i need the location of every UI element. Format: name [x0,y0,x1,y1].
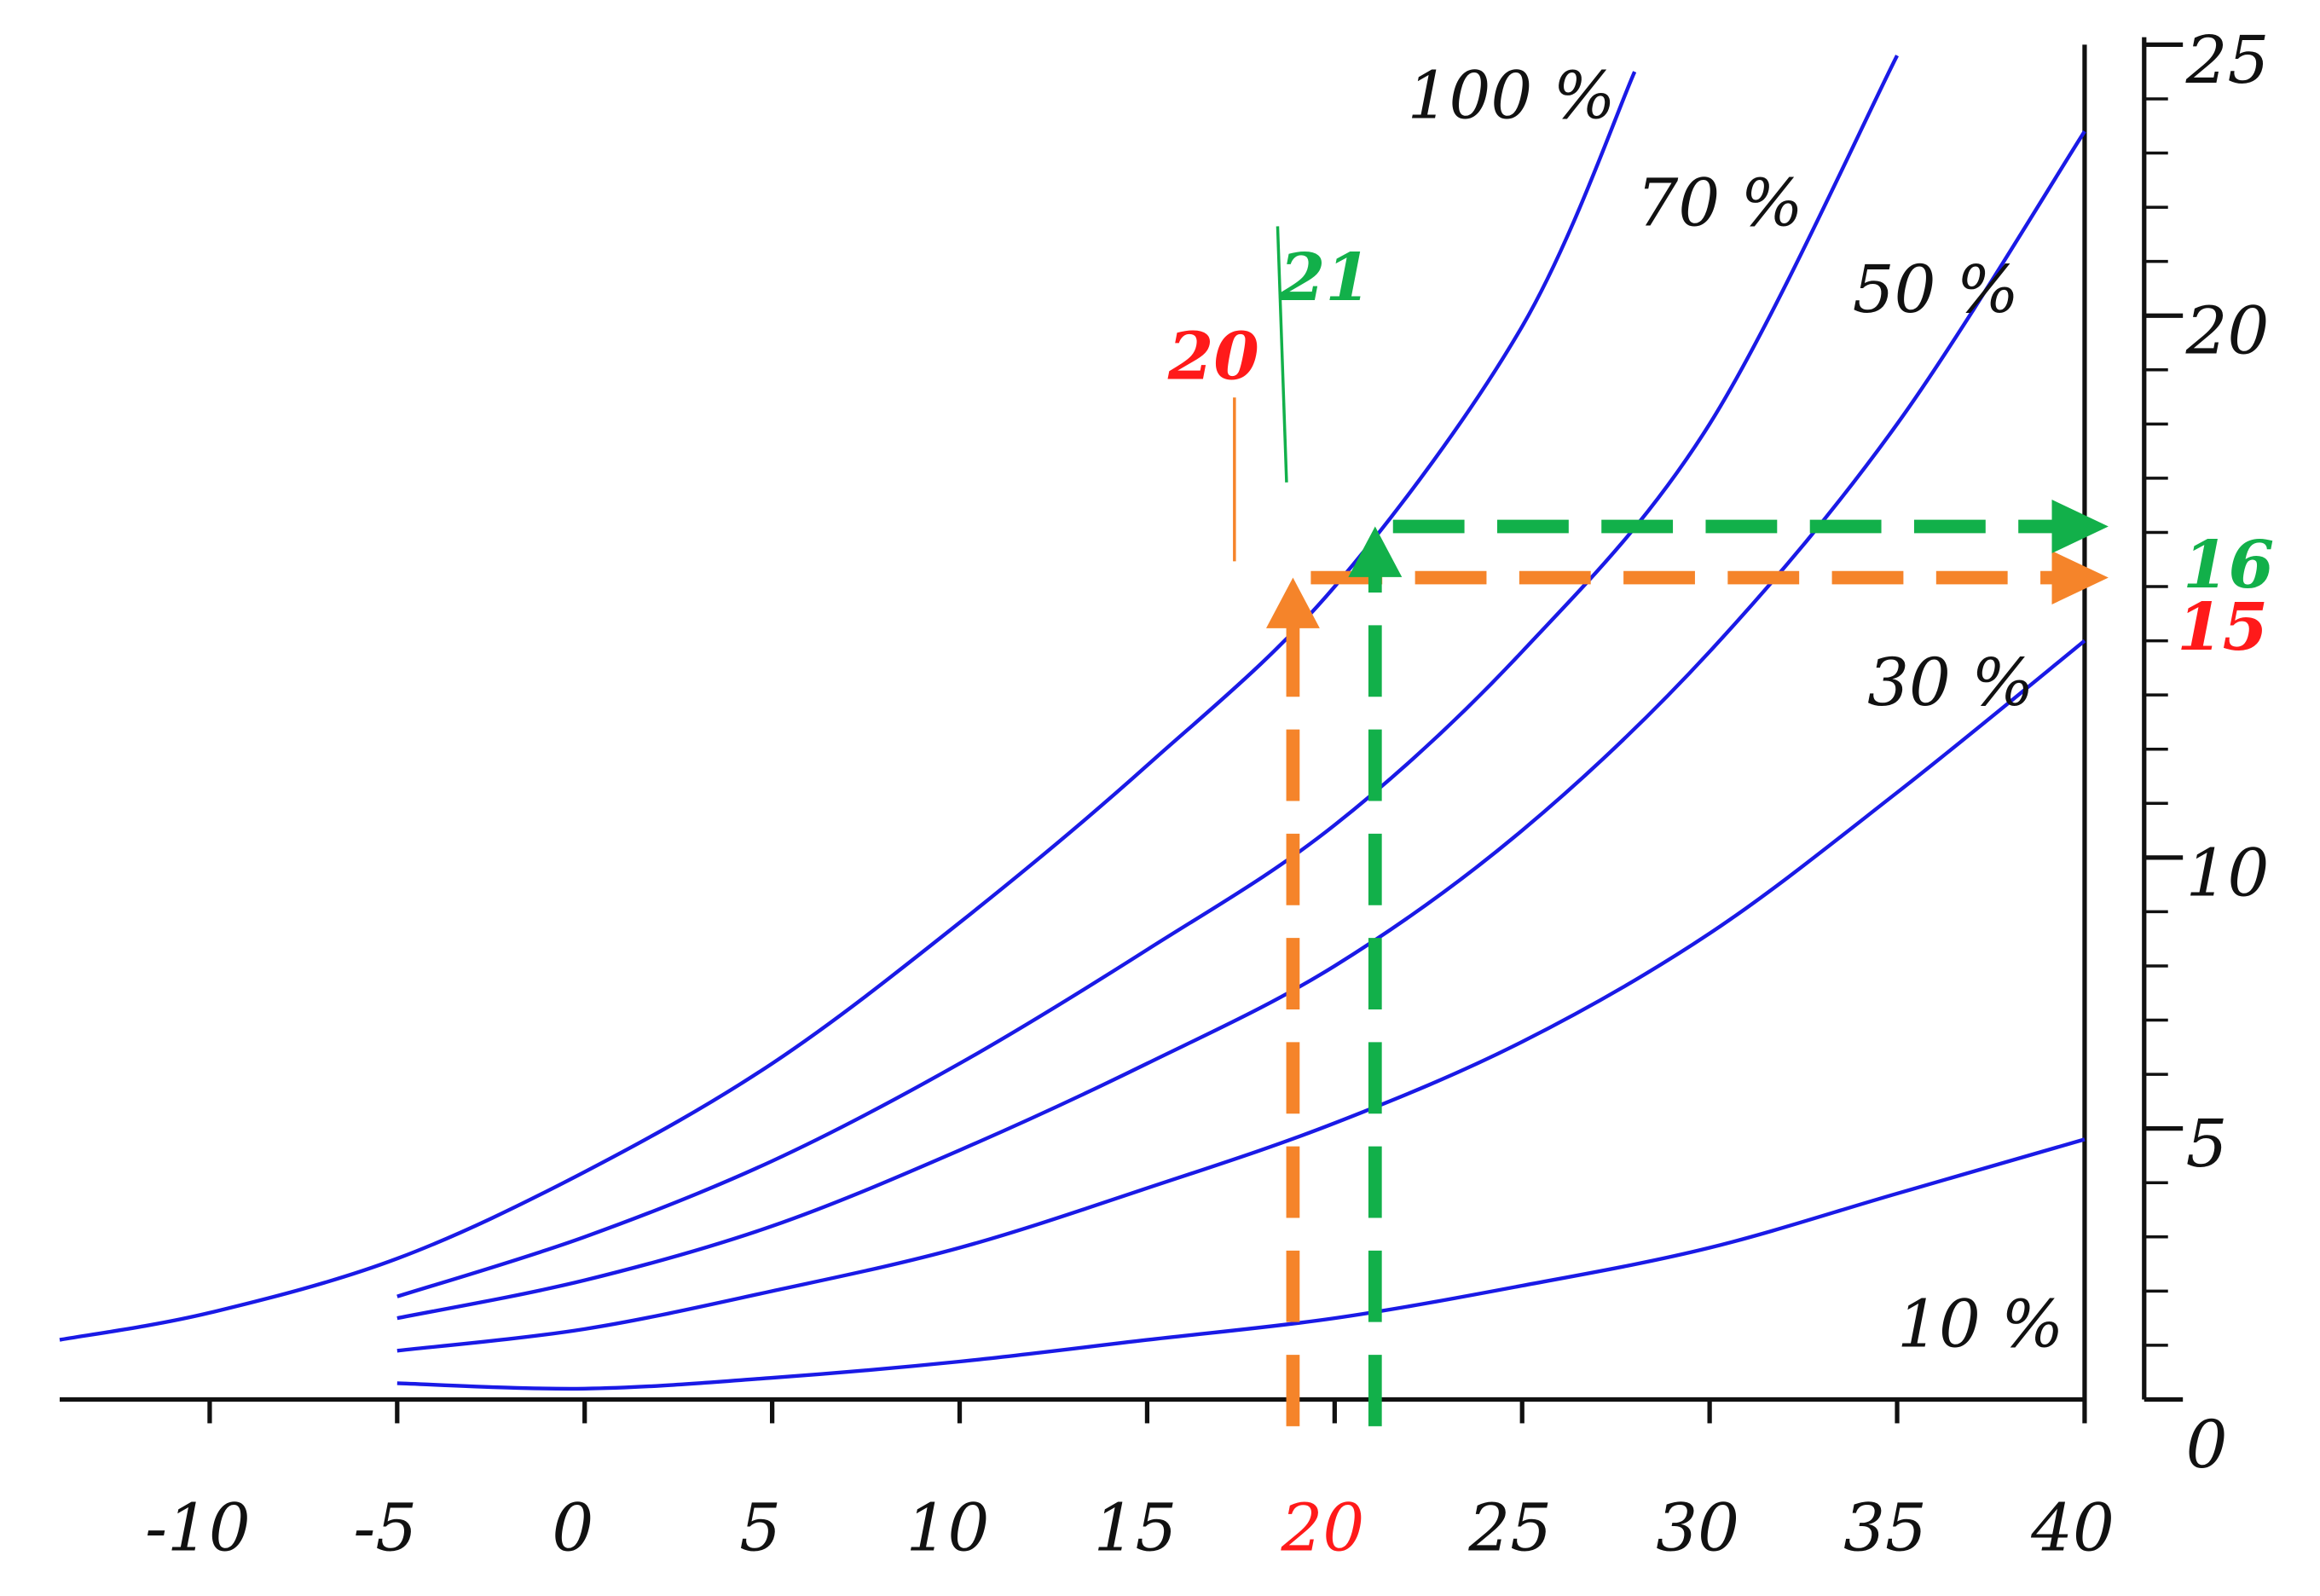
x-tick-label: 35 [1843,1491,1927,1567]
curve [396,639,2086,1353]
x-tick-label: 0 [552,1491,593,1567]
arrowhead-right [2051,551,2109,604]
curve-label: 10 % [1897,1287,2063,1362]
arrowhead-up [1266,577,1320,628]
arrowhead-up [1348,526,1403,577]
y-tick-label: 10 [2186,836,2270,911]
x-tick-label: 30 [1656,1491,1739,1567]
curve [396,130,2086,1321]
curve-label: 30 % [1867,645,2034,721]
annotation-x-label: 21 [1279,240,1371,316]
curve-label: 100 % [1408,59,1616,135]
x-tick-label: 25 [1467,1491,1552,1567]
annotation-y-label: 15 [2177,589,2268,666]
annotation-pointer [1276,226,1288,483]
x-tick-label: 20 [1280,1491,1364,1567]
annotation-y-label: 16 [2183,527,2274,604]
y-tick-label: 0 [2186,1408,2228,1483]
x-tick-label: 15 [1094,1491,1177,1567]
x-tick-label: 10 [906,1491,990,1567]
y-tick-label: 25 [2185,23,2270,99]
curve [396,1137,2086,1391]
x-tick-label: -5 [353,1491,417,1567]
y-tick-label: 5 [2186,1107,2228,1183]
curve-label: 50 % [1853,252,2019,328]
curve [59,71,1637,1342]
curve [396,55,1899,1298]
x-tick-label: -10 [145,1491,251,1567]
y-tick-label: 20 [2185,294,2270,370]
arrowhead-right [2051,500,2109,553]
x-tick-label: 40 [2030,1491,2115,1567]
x-tick-label: 5 [739,1491,781,1567]
curve-label: 70 % [1637,165,1803,241]
annotation-x-label: 20 [1167,318,1259,395]
